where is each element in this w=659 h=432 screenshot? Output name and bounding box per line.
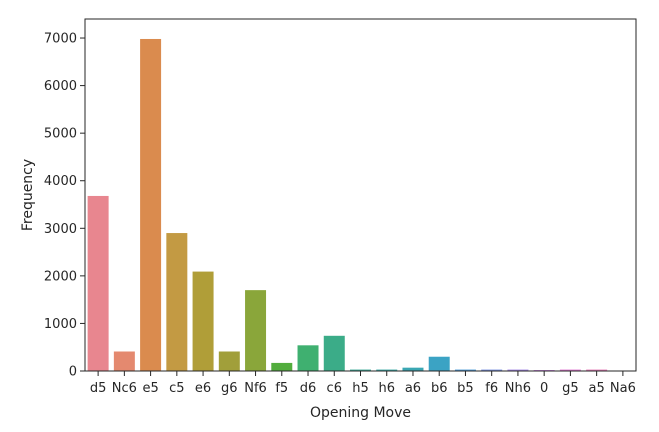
bar-h6 [376,369,398,371]
x-axis-label: Opening Move [310,405,411,421]
y-tick-label: 6000 [44,79,77,94]
x-tick-label-Na6: Na6 [610,381,636,396]
x-tick-label-e5: e5 [142,381,158,396]
y-tick-label: 2000 [44,269,77,284]
y-axis: 0 1000 2000 3000 4000 5000 6000 7000 [44,32,85,380]
bar-Nh6 [507,369,529,371]
bar-d6 [297,345,319,371]
x-tick-label-h5: h5 [352,381,369,396]
x-tick-label-d5: d5 [90,381,107,396]
y-tick-label: 7000 [44,32,77,47]
x-tick-label-Nc6: Nc6 [112,381,137,396]
x-tick-label-g6: g6 [221,381,238,396]
x-tick-label-Nf6: Nf6 [244,381,267,396]
bar-h5 [350,369,371,371]
bar-a6 [402,367,424,371]
bar-d5 [87,195,109,371]
bar-b6 [428,356,450,371]
y-tick-label: 4000 [44,174,77,189]
bar-e6 [192,271,214,371]
bar-Nf6 [245,290,267,371]
x-tick-label-c6: c6 [327,381,342,396]
bar-f6 [481,369,503,371]
x-tick-label-0: 0 [540,381,548,396]
x-tick-label-h6: h6 [378,381,395,396]
x-tick-label-g5: g5 [562,381,579,396]
x-tick-label-e6: e6 [195,381,211,396]
x-tick-label-Nh6: Nh6 [505,381,531,396]
x-tick-label-a5: a5 [589,381,605,396]
x-tick-label-c5: c5 [169,381,184,396]
y-tick-label: 5000 [44,127,77,142]
x-axis: d5 Nc6 e5 c5 e6 g6 Nf6 f5 d6 c6 h5 h6 a6 b6 b5 f6 Nh6 0 g5… [90,371,636,396]
bar-e5 [140,38,162,371]
bar-c5 [166,233,188,371]
y-axis-label: Frequency [20,159,36,231]
bar-a5 [586,369,608,371]
y-tick-label: 3000 [44,222,77,237]
x-tick-label-b6: b6 [431,381,448,396]
x-tick-label-f6: f6 [485,381,498,396]
y-tick-label: 0 [69,365,77,380]
bar-Nc6 [113,351,135,371]
bar-c6 [323,335,345,371]
bar-g6 [218,351,240,371]
bar-b5 [454,369,476,371]
bar-g5 [559,369,581,371]
bar-f5 [271,362,293,371]
x-tick-label-d6: d6 [300,381,317,396]
x-tick-label-a6: a6 [405,381,421,396]
bars [87,38,634,371]
y-tick-label: 1000 [44,317,77,332]
plot-frame [84,18,637,372]
x-tick-label-f5: f5 [275,381,288,396]
x-tick-label-b5: b5 [457,381,474,396]
